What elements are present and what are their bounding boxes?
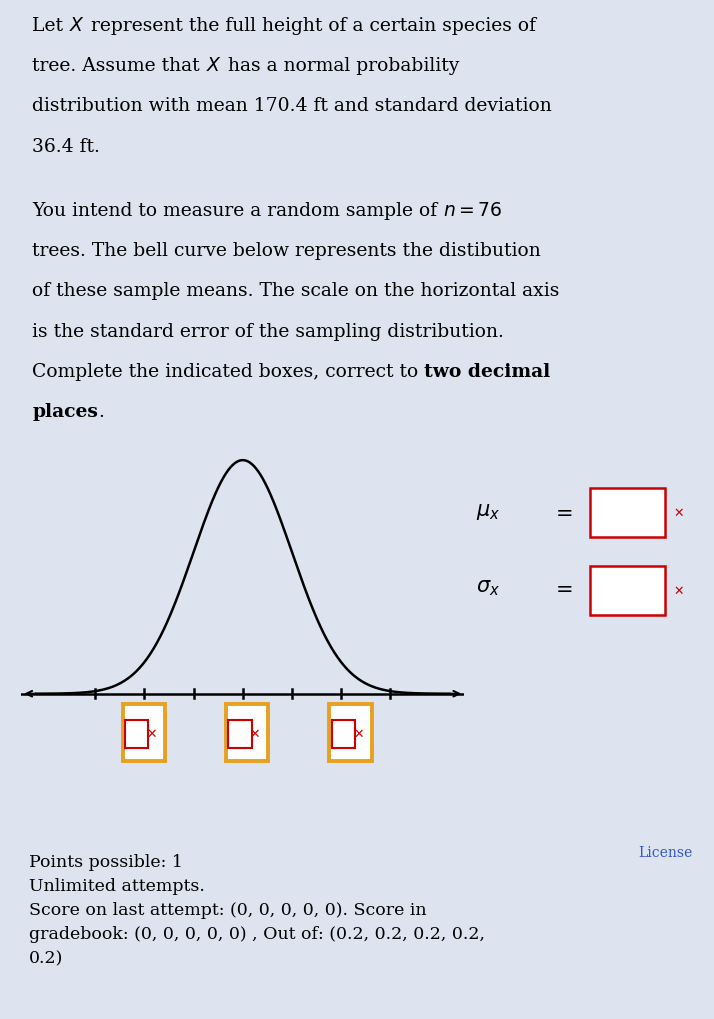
Text: Points possible: 1
Unlimited attempts.
Score on last attempt: (0, 0, 0, 0, 0). S: Points possible: 1 Unlimited attempts. S… <box>29 853 485 967</box>
Text: of these sample means. The scale on the horizontal axis: of these sample means. The scale on the … <box>32 282 560 300</box>
Text: is the standard error of the sampling distribution.: is the standard error of the sampling di… <box>32 322 504 340</box>
Text: You intend to measure a random sample of: You intend to measure a random sample of <box>32 202 443 220</box>
Text: ✕: ✕ <box>250 728 260 741</box>
Text: $X$: $X$ <box>206 57 222 75</box>
Bar <box>329 704 371 761</box>
Text: two decimal: two decimal <box>424 363 550 380</box>
Bar <box>125 720 149 748</box>
Text: has a normal probability: has a normal probability <box>222 57 459 75</box>
Text: Let: Let <box>32 17 69 35</box>
Bar <box>226 704 268 761</box>
Text: trees. The bell curve below represents the distibution: trees. The bell curve below represents t… <box>32 242 541 260</box>
Text: ✕: ✕ <box>674 506 685 520</box>
Text: $\mu_x$: $\mu_x$ <box>476 501 500 521</box>
Text: ✕: ✕ <box>353 728 363 741</box>
Bar <box>228 720 251 748</box>
Text: ✕: ✕ <box>674 585 685 597</box>
Text: $n = 76$: $n = 76$ <box>443 202 503 220</box>
Text: $=$: $=$ <box>551 501 573 521</box>
Bar <box>590 489 665 537</box>
Text: $X$: $X$ <box>69 17 85 35</box>
Text: .: . <box>98 403 104 421</box>
Text: Complete the indicated boxes, correct to: Complete the indicated boxes, correct to <box>32 363 424 380</box>
Text: License: License <box>638 846 693 860</box>
Text: ✕: ✕ <box>146 728 157 741</box>
Text: 36.4 ft.: 36.4 ft. <box>32 138 100 156</box>
Bar <box>123 704 165 761</box>
Text: places: places <box>32 403 98 421</box>
Text: represent the full height of a certain species of: represent the full height of a certain s… <box>85 17 536 35</box>
Text: $\sigma_x$: $\sigma_x$ <box>476 578 500 598</box>
Text: tree. Assume that: tree. Assume that <box>32 57 206 75</box>
Bar <box>332 720 355 748</box>
Text: $=$: $=$ <box>551 578 573 598</box>
Bar <box>590 567 665 615</box>
Text: distribution with mean 170.4 ft and standard deviation: distribution with mean 170.4 ft and stan… <box>32 97 552 115</box>
